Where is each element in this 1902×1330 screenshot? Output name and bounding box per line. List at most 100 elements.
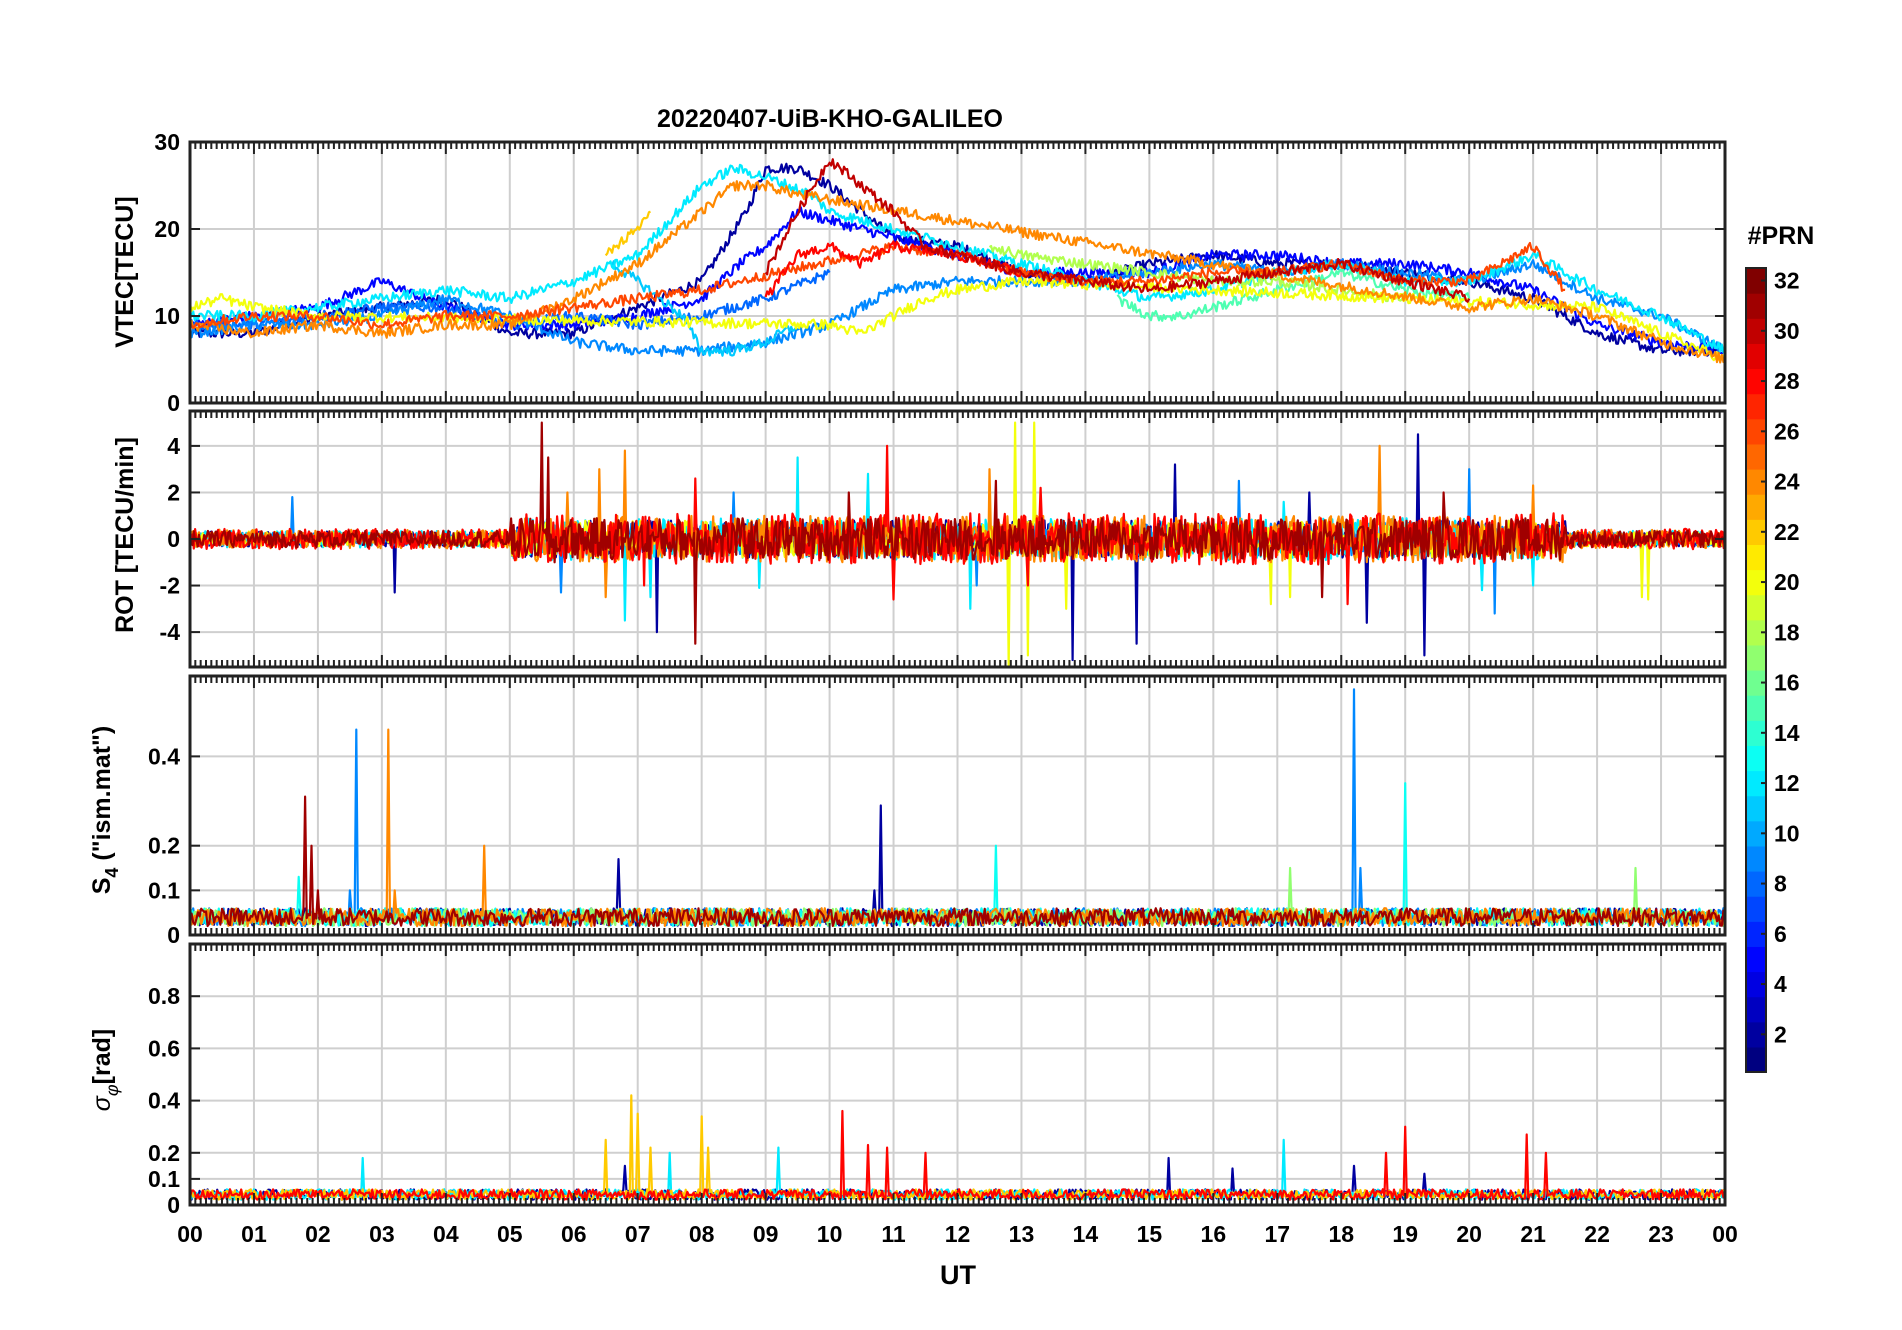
x-minor-ticks (189, 411, 1726, 667)
colorbar-segment (1746, 745, 1766, 772)
colorbar-segment (1746, 469, 1766, 495)
colorbar-segment (1746, 795, 1766, 822)
x-minor-ticks (189, 142, 1726, 403)
x-axis-label: UT (940, 1260, 976, 1290)
x-tick-label: 00 (177, 1221, 203, 1247)
x-tick-label: 17 (1264, 1221, 1290, 1247)
y-tick-label: 4 (167, 433, 180, 459)
colorbar-segment (1746, 946, 1766, 973)
x-tick-label: 02 (305, 1221, 331, 1247)
x-tick-label: 08 (689, 1221, 715, 1247)
colorbar-tick-label: 4 (1774, 971, 1787, 997)
sigma-phi-y-axis-label-rest: [rad] (88, 1029, 116, 1085)
y-tick-label: 0.8 (148, 983, 180, 1009)
colorbar-tick-label: 8 (1774, 871, 1787, 897)
colorbar-segment (1746, 1046, 1766, 1073)
vtec-panel: VTEC[TECU] 0 10 20 30 (111, 129, 1727, 416)
colorbar-segment (1746, 418, 1766, 445)
colorbar-segment (1746, 720, 1766, 746)
colorbar-tick-label: 16 (1774, 670, 1800, 696)
s4-y-axis-label-sub: 4 (102, 868, 122, 878)
colorbar-segment (1746, 569, 1766, 596)
colorbar-segment (1746, 996, 1766, 1023)
y-tick-label: 0 (167, 390, 180, 416)
x-tick-label: 00 (1712, 1221, 1738, 1247)
sigma-phi-y-axis-label: σφ[rad] (88, 1029, 122, 1111)
colorbar-segment (1746, 268, 1766, 294)
rot-panel: ROT [TECU/min] -4 -2 0 2 4 (111, 409, 1727, 669)
x-tick-label: 21 (1520, 1221, 1546, 1247)
colorbar-tick-label: 2 (1774, 1021, 1787, 1047)
colorbar-segment (1746, 1021, 1766, 1048)
colorbar-tick-label: 12 (1774, 770, 1800, 796)
x-tick-label: 10 (817, 1221, 843, 1247)
colorbar-tick-label: 14 (1774, 720, 1800, 746)
colorbar-segment (1746, 293, 1766, 319)
x-tick-label: 19 (1392, 1221, 1418, 1247)
colorbar-segment (1746, 318, 1766, 344)
x-tick-label: 06 (561, 1221, 587, 1247)
colorbar-segment (1746, 619, 1766, 646)
x-tick-label: 16 (1201, 1221, 1227, 1247)
colorbar-tick-label: 20 (1774, 569, 1800, 595)
series-prn-24 (190, 179, 1725, 364)
series-prn-11 (611, 260, 799, 357)
y-tick-label: 0.1 (148, 1166, 180, 1192)
colorbar-segment (1746, 393, 1766, 420)
s4-panel: S4 ("ism.mat") 0 0.1 0.2 0.4 (88, 674, 1727, 948)
y-tick-label: 0.4 (148, 1088, 180, 1114)
x-tick-label: 03 (369, 1221, 395, 1247)
s4-y-axis-label: S4 ("ism.mat") (88, 726, 122, 895)
x-tick-label: 04 (433, 1221, 459, 1247)
x-tick-labels: 00 01 02 03 04 05 06 07 08 09 10 11 12 13 14 15 16 17 18 19… (177, 1221, 1738, 1247)
y-tick-label: -4 (160, 619, 181, 645)
colorbar-segment (1746, 594, 1766, 621)
series-prn-18 (988, 244, 1407, 303)
colorbar-segment (1746, 544, 1766, 571)
colorbar-tick-label: 26 (1774, 418, 1800, 444)
colorbar-segment (1746, 845, 1766, 872)
series-prn-31 (190, 795, 1725, 928)
series-prn-15 (1116, 267, 1471, 322)
y-tick-label: 0 (167, 922, 180, 948)
y-tick-label: 20 (154, 216, 180, 242)
colorbar-frame (1745, 267, 1767, 1073)
rot-y-axis-label: ROT [TECU/min] (111, 437, 139, 633)
colorbar-tick-label: 6 (1774, 921, 1787, 947)
series-prn-30 (764, 158, 1471, 303)
x-tick-label: 05 (497, 1221, 523, 1247)
colorbar-tick-label: 18 (1774, 619, 1800, 645)
s4-y-axis-label-main: S (88, 878, 116, 895)
series-group (190, 421, 1725, 667)
y-tick-label: 0 (167, 526, 180, 552)
x-tick-label: 12 (945, 1221, 971, 1247)
x-tick-label: 20 (1456, 1221, 1482, 1247)
x-tick-label: 13 (1009, 1221, 1035, 1247)
colorbar-segment (1746, 519, 1766, 545)
x-tick-label: 22 (1584, 1221, 1610, 1247)
series-prn-31 (190, 421, 1725, 645)
figure-title: 20220407-UiB-KHO-GALILEO (657, 105, 1003, 133)
s4-y-axis-label-rest: ("ism.mat") (88, 726, 116, 868)
series-prn-22 (604, 210, 651, 257)
x-tick-label: 18 (1328, 1221, 1354, 1247)
colorbar-segment (1746, 820, 1766, 847)
colorbar-segment (1746, 343, 1766, 370)
y-tick-label: -2 (160, 573, 180, 599)
colorbar-tick-label: 24 (1774, 469, 1800, 495)
series-prn-9 (190, 258, 1725, 357)
colorbar-title: #PRN (1748, 222, 1815, 250)
colorbar-tick-label: 30 (1774, 318, 1800, 344)
sigma-phi-y-axis-label-main: σ (88, 1095, 116, 1111)
y-tick-label: 10 (154, 303, 180, 329)
colorbar-segment (1746, 670, 1766, 696)
colorbar-tick-label: 10 (1774, 820, 1800, 846)
y-tick-label: 2 (167, 479, 180, 505)
y-tick-label: 0.2 (148, 833, 180, 859)
x-minor-ticks (189, 944, 1726, 1205)
x-tick-label: 11 (881, 1221, 906, 1247)
colorbar-segment (1746, 896, 1766, 922)
y-tick-label: 0.4 (148, 743, 180, 769)
